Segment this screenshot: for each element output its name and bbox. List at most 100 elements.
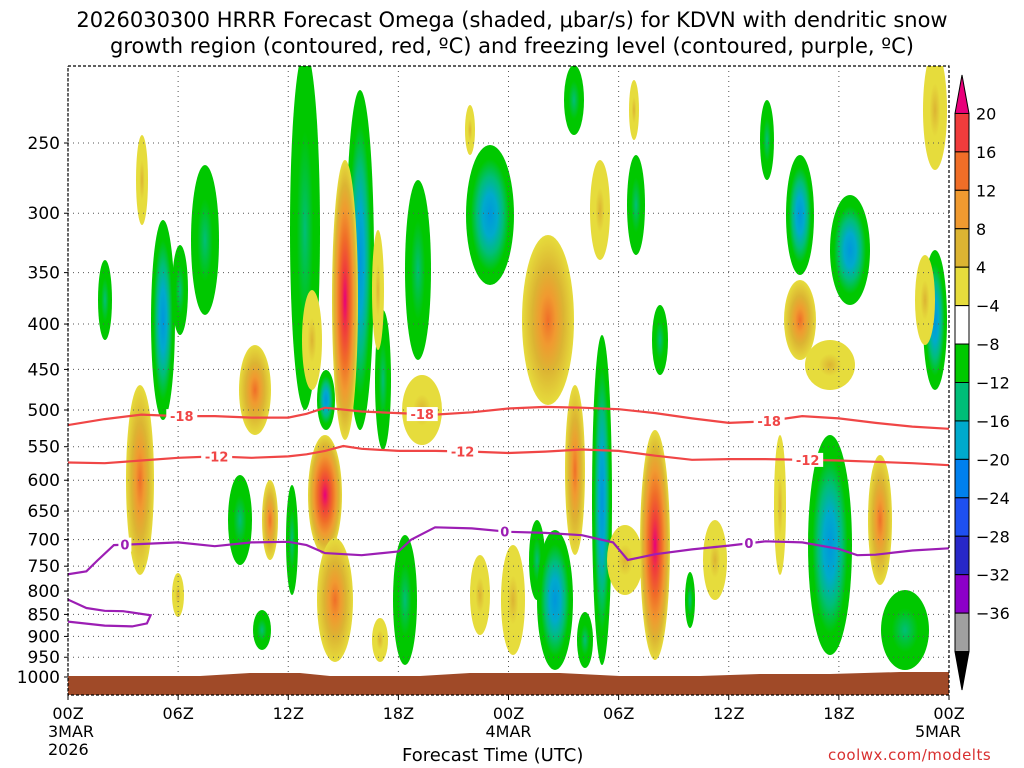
freezing-level-contour bbox=[68, 526, 949, 576]
omega-region bbox=[592, 335, 612, 665]
x-year-label: 2026 bbox=[48, 740, 89, 759]
omega-region bbox=[640, 430, 670, 660]
contour-label: -12 bbox=[796, 454, 820, 469]
y-tick-label: 750 bbox=[28, 557, 60, 577]
colorbar-label: −4 bbox=[976, 297, 1000, 316]
omega-region bbox=[501, 545, 525, 655]
omega-region bbox=[239, 345, 271, 435]
colorbar-swatch bbox=[954, 343, 970, 383]
colorbar-swatch bbox=[954, 189, 970, 230]
contour-label: -18 bbox=[410, 408, 434, 423]
colorbar-swatch bbox=[954, 112, 970, 153]
contour-label: -18 bbox=[757, 415, 781, 430]
contour-label: -12 bbox=[205, 450, 229, 465]
colorbar-label: −8 bbox=[976, 335, 1000, 354]
omega-region bbox=[760, 100, 774, 180]
omega-region bbox=[607, 525, 643, 595]
colorbar-label: 4 bbox=[976, 258, 986, 277]
colorbar-swatch bbox=[954, 612, 970, 653]
omega-region bbox=[685, 572, 695, 628]
contour-label-bg bbox=[166, 409, 198, 424]
omega-region bbox=[372, 618, 388, 662]
colorbar-label: 12 bbox=[976, 181, 996, 200]
omega-shading bbox=[98, 66, 947, 670]
contour-label-bg bbox=[201, 449, 233, 464]
contour-label-bg bbox=[498, 524, 512, 539]
y-tick-label: 550 bbox=[28, 438, 60, 458]
y-tick-label: 250 bbox=[28, 134, 60, 154]
x-date-label: 5MAR bbox=[915, 722, 961, 741]
omega-region bbox=[652, 305, 668, 375]
omega-region bbox=[577, 612, 593, 668]
y-tick-label: 400 bbox=[28, 315, 60, 335]
omega-region bbox=[590, 160, 610, 260]
surface-ground bbox=[68, 672, 949, 695]
omega-region bbox=[786, 155, 814, 275]
omega-region bbox=[253, 610, 271, 650]
x-date-label: 4MAR bbox=[485, 722, 531, 741]
contour-label-bg bbox=[406, 407, 438, 422]
contour-label-bg bbox=[447, 444, 479, 459]
colorbar-label: 8 bbox=[976, 220, 986, 239]
omega-region bbox=[784, 280, 816, 360]
omega-region bbox=[136, 135, 148, 225]
contour-label-bg bbox=[792, 452, 824, 467]
colorbar-swatch bbox=[954, 228, 970, 268]
contour-label-bg bbox=[742, 536, 756, 551]
omega-region bbox=[317, 538, 353, 662]
y-tick-label: 650 bbox=[28, 502, 60, 522]
contour-label: 0 bbox=[744, 537, 753, 552]
omega-region bbox=[172, 573, 184, 617]
colorbar-label: −32 bbox=[976, 566, 1010, 585]
colorbar-top-arrow bbox=[954, 74, 970, 114]
x-tick-label: 00Z bbox=[52, 704, 83, 723]
omega-region bbox=[191, 165, 219, 315]
omega-region bbox=[522, 235, 574, 405]
contour-label-bg bbox=[753, 413, 785, 428]
omega-region bbox=[405, 180, 431, 360]
colorbar-label: −28 bbox=[976, 527, 1010, 546]
omega-region bbox=[465, 105, 475, 155]
y-tick-label: 300 bbox=[28, 204, 60, 224]
colorbar-swatch bbox=[954, 574, 970, 614]
omega-region bbox=[868, 455, 892, 585]
y-tick-label: 500 bbox=[28, 401, 60, 421]
y-tick-label: 950 bbox=[28, 648, 60, 668]
colorbar-label: −24 bbox=[976, 489, 1010, 508]
y-tick-label: 1000 bbox=[17, 668, 60, 688]
omega-region bbox=[564, 66, 584, 135]
colorbar-label: 16 bbox=[976, 143, 996, 162]
y-tick-label: 600 bbox=[28, 471, 60, 491]
omega-region bbox=[286, 485, 298, 595]
x-tick-label: 18Z bbox=[383, 704, 414, 723]
y-tick-label: 700 bbox=[28, 531, 60, 551]
x-tick-label: 12Z bbox=[273, 704, 304, 723]
freezing-level-contour bbox=[68, 598, 153, 628]
omega-region bbox=[228, 475, 252, 565]
colorbar-swatch bbox=[954, 266, 970, 307]
omega-region bbox=[317, 370, 335, 430]
chart-title-line-2: growth region (contoured, red, ºC) and f… bbox=[110, 34, 914, 58]
colorbar-bottom-arrow bbox=[954, 651, 970, 691]
source-credit: coolwx.com/modelts bbox=[828, 746, 992, 764]
omega-region bbox=[98, 260, 112, 340]
colorbar-label: −12 bbox=[976, 374, 1010, 393]
dendritic-contour bbox=[68, 405, 949, 430]
omega-region bbox=[302, 290, 322, 390]
colorbar-swatch bbox=[954, 458, 970, 499]
omega-region bbox=[881, 590, 929, 670]
omega-region bbox=[308, 435, 342, 555]
omega-region bbox=[262, 480, 278, 560]
omega-region bbox=[805, 340, 855, 390]
contour-label: -12 bbox=[451, 445, 475, 460]
omega-region bbox=[332, 160, 358, 440]
contour-label-bg bbox=[118, 537, 132, 552]
colorbar-swatch bbox=[954, 497, 970, 537]
omega-region bbox=[774, 435, 786, 575]
colorbar-swatch bbox=[954, 535, 970, 576]
y-tick-label: 800 bbox=[28, 582, 60, 602]
colorbar-label: 20 bbox=[976, 104, 996, 123]
y-tick-label: 350 bbox=[28, 264, 60, 284]
omega-region bbox=[151, 220, 175, 420]
y-tick-label: 450 bbox=[28, 360, 60, 380]
